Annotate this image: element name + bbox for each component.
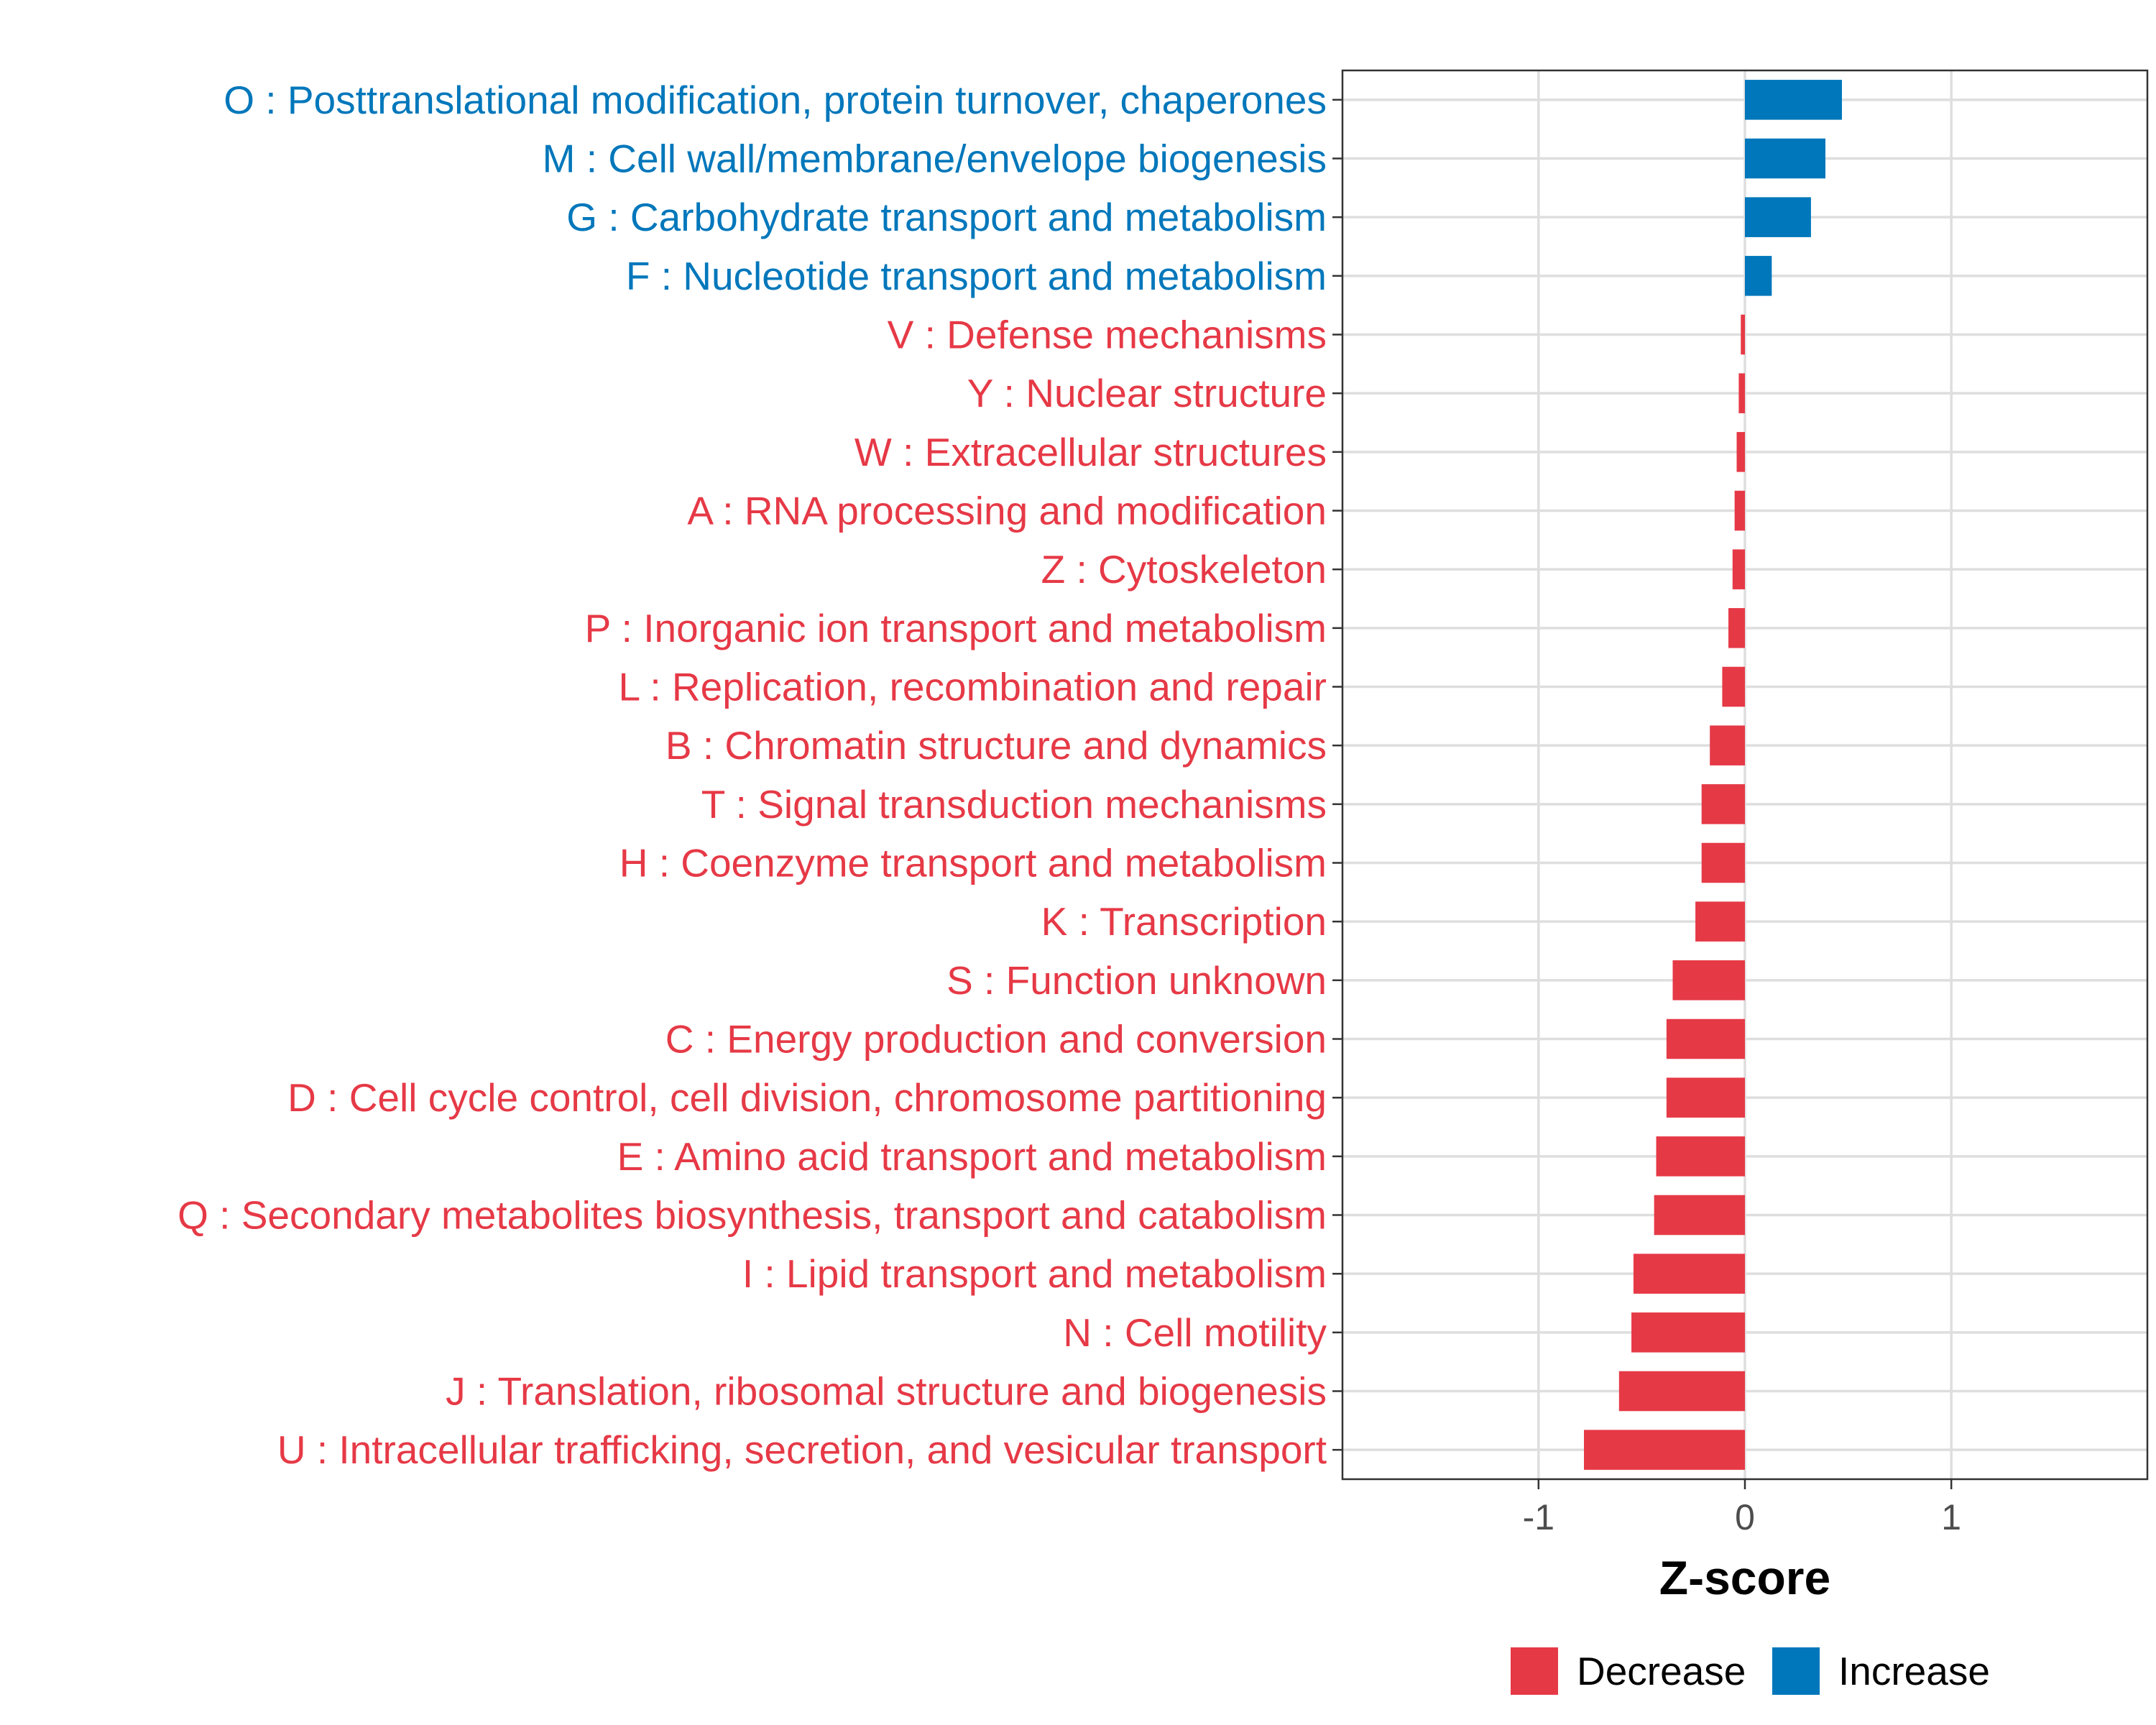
bar-t [1701, 784, 1745, 824]
x-tick-label: 1 [1941, 1497, 1961, 1537]
x-tick-label: -1 [1523, 1497, 1554, 1537]
category-label-u: U : Intracellular trafficking, secretion… [277, 1427, 1327, 1472]
bar-h [1701, 842, 1745, 883]
bar-w [1736, 432, 1745, 472]
category-label-i: I : Lipid transport and metabolism [742, 1251, 1327, 1296]
bar-v [1741, 314, 1745, 355]
bar-a [1734, 490, 1745, 531]
category-label-v: V : Defense mechanisms [888, 313, 1327, 357]
bar-m [1745, 138, 1825, 179]
bar-l [1722, 666, 1745, 707]
category-label-n: N : Cell motility [1063, 1310, 1327, 1355]
category-label-l: L : Replication, recombination and repai… [619, 665, 1327, 709]
category-label-m: M : Cell wall/membrane/envelope biogenes… [543, 137, 1327, 181]
category-label-a: A : RNA processing and modification [687, 489, 1327, 533]
category-label-b: B : Chromatin structure and dynamics [665, 723, 1327, 768]
category-label-e: E : Amino acid transport and metabolism [617, 1134, 1327, 1179]
x-tick-label: 0 [1735, 1497, 1755, 1537]
bar-o [1745, 80, 1842, 120]
bar-g [1745, 197, 1811, 237]
x-axis-ticks: -1 0 1 [1523, 1479, 1961, 1537]
bar-f [1745, 256, 1772, 296]
category-label-k: K : Transcription [1041, 899, 1327, 944]
bar-c [1666, 1018, 1745, 1059]
category-label-d: D : Cell cycle control, cell division, c… [287, 1075, 1327, 1120]
bar-e [1656, 1136, 1745, 1177]
category-label-t: T : Signal transduction mechanisms [701, 782, 1327, 827]
bar-layer [1584, 80, 1842, 1470]
category-label-y: Y : Nuclear structure [967, 371, 1327, 415]
bar-i [1633, 1254, 1745, 1294]
bar-p [1728, 608, 1745, 648]
bar-s [1672, 960, 1745, 1000]
category-label-h: H : Coenzyme transport and metabolism [619, 841, 1327, 886]
bar-n [1631, 1312, 1745, 1353]
y-axis-ticks [1332, 98, 1342, 1451]
category-label-f: F : Nucleotide transport and metabolism [626, 254, 1327, 298]
bar-d [1666, 1077, 1745, 1118]
category-label-j: J : Translation, ribosomal structure and… [446, 1369, 1327, 1414]
legend: Decrease Increase [1511, 1647, 1990, 1695]
category-label-z: Z : Cytoskeleton [1041, 547, 1327, 592]
category-label-s: S : Function unknown [946, 958, 1327, 1003]
bar-y [1738, 373, 1745, 413]
category-label-q: Q : Secondary metabolites biosynthesis, … [178, 1193, 1327, 1238]
bar-u [1584, 1430, 1745, 1470]
y-axis-category-labels: O : Posttranslational modification, prot… [178, 78, 1327, 1472]
x-axis-title: Z-score [1659, 1551, 1830, 1604]
legend-label-decrease: Decrease [1577, 1649, 1746, 1693]
bar-b [1710, 725, 1745, 765]
category-label-g: G : Carbohydrate transport and metabolis… [566, 195, 1327, 239]
category-label-p: P : Inorganic ion transport and metaboli… [585, 606, 1327, 650]
category-label-c: C : Energy production and conversion [665, 1017, 1327, 1062]
bar-j [1618, 1371, 1745, 1412]
legend-key-decrease [1511, 1647, 1558, 1695]
category-label-w: W : Extracellular structures [854, 430, 1327, 474]
legend-label-increase: Increase [1838, 1649, 1990, 1693]
legend-key-increase [1772, 1647, 1820, 1695]
bar-k [1695, 901, 1745, 942]
bar-q [1654, 1195, 1745, 1236]
bar-z [1732, 549, 1745, 589]
category-label-o: O : Posttranslational modification, prot… [224, 78, 1327, 122]
